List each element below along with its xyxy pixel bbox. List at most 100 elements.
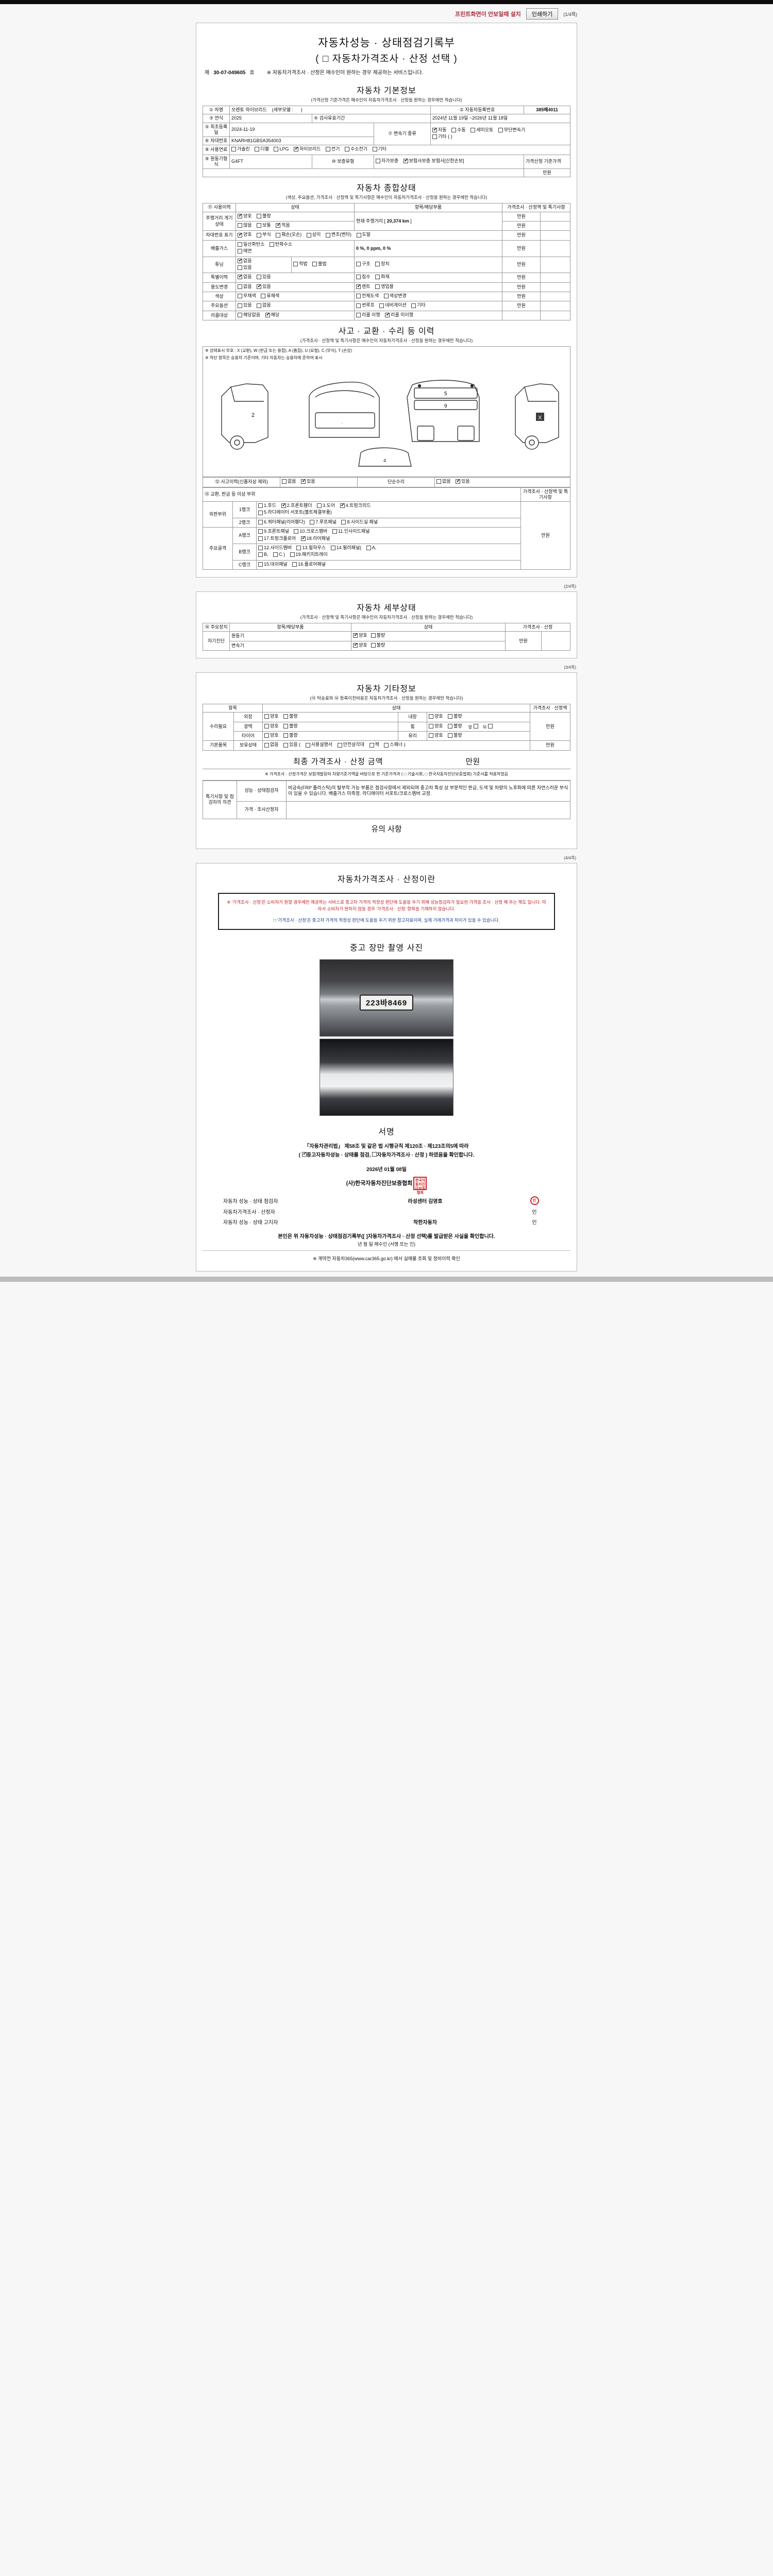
checkbox-option[interactable]: 있음 [257, 283, 271, 290]
checkbox-icon[interactable] [384, 742, 389, 748]
checkbox-icon[interactable] [269, 242, 274, 247]
checkbox-option[interactable]: 렌트 [356, 283, 371, 290]
checkbox-option[interactable]: 안전삼각대 [337, 742, 364, 748]
checkbox-icon[interactable] [356, 312, 361, 317]
checkbox-option[interactable]: 없음 [264, 742, 279, 748]
checkbox-option[interactable]: 있음 [301, 478, 315, 484]
checkbox-option[interactable]: 도말 [356, 232, 371, 238]
checkbox-option[interactable]: 10.크로스멤버 [294, 529, 327, 534]
checkbox-icon[interactable] [296, 546, 301, 550]
checkbox-option[interactable]: 유채색 [261, 293, 279, 299]
checkbox-icon[interactable] [428, 714, 433, 719]
checkbox-icon[interactable] [258, 546, 263, 550]
checkbox-icon[interactable] [264, 733, 269, 738]
checkbox-option[interactable]: 있음 ( [283, 742, 300, 748]
checkbox-icon[interactable] [294, 529, 299, 534]
checkbox-option[interactable]: 스패너 ) [384, 742, 406, 748]
checkbox-icon[interactable] [344, 147, 349, 152]
checkbox-icon[interactable] [436, 479, 441, 484]
checkbox-option[interactable]: 2.프론트휀더 [281, 502, 312, 509]
checkbox-icon[interactable] [375, 262, 380, 267]
checkbox-option[interactable]: 침수 [356, 274, 371, 280]
checkbox-icon[interactable] [290, 552, 295, 557]
checkbox-icon[interactable] [428, 733, 433, 738]
checkbox-option[interactable]: 색상변경 [383, 293, 407, 299]
checkbox-option[interactable]: 8.사이드실 패널 [341, 519, 378, 525]
checkbox-icon[interactable] [428, 723, 433, 728]
car365-footer-link[interactable]: ※ 계약전 자동차365(www.car365.go.kr) 에서 실매물 조회… [203, 1250, 570, 1264]
checkbox-icon[interactable] [340, 502, 345, 509]
checkbox-icon[interactable] [356, 275, 361, 280]
checkbox-option[interactable]: 불량 [371, 642, 385, 648]
checkbox-option[interactable]: 수동 [451, 127, 466, 133]
print-button[interactable]: 인쇄하기 [526, 8, 559, 20]
checkbox-option[interactable]: 탄화수소 [269, 242, 292, 247]
checkbox-option[interactable]: 불량 [283, 723, 298, 729]
checkbox-icon[interactable] [366, 546, 371, 550]
checkbox-option[interactable]: 5.라디에이터 서포트(볼트체결부품) [258, 510, 332, 515]
checkbox-icon[interactable] [375, 275, 380, 280]
checkbox-icon[interactable] [325, 147, 330, 152]
checkbox-icon[interactable] [238, 213, 243, 218]
checkbox-option[interactable]: 없음 [238, 258, 252, 264]
checkbox-icon[interactable] [264, 723, 269, 728]
checkbox-icon[interactable] [283, 723, 289, 728]
checkbox-option[interactable]: 13.휠하우스 [296, 545, 326, 551]
checkbox-option[interactable]: 양호 [238, 232, 252, 238]
checkbox-icon[interactable] [292, 562, 297, 567]
checkbox-option[interactable]: 14.필러패널( [330, 545, 361, 551]
checkbox-icon[interactable] [356, 294, 361, 299]
checkbox-icon[interactable] [264, 714, 269, 719]
checkbox-option[interactable]: 양호 [264, 714, 279, 719]
checkbox-icon[interactable] [273, 552, 278, 557]
checkbox-icon[interactable] [265, 312, 271, 317]
checkbox-option[interactable]: 불량 [257, 213, 271, 219]
checkbox-option[interactable]: 해당없음 [238, 312, 260, 318]
checkbox-icon[interactable] [283, 733, 289, 738]
checkbox-icon[interactable] [371, 633, 376, 638]
checkbox-option[interactable]: 상이 [306, 232, 321, 238]
checkbox-option[interactable]: 기타 ( ) [432, 134, 452, 140]
checkbox-option[interactable]: 전기 [325, 146, 340, 152]
checkbox-option[interactable]: B, [258, 552, 268, 557]
checkbox-icon[interactable] [257, 223, 262, 228]
checkbox-icon[interactable] [379, 303, 384, 308]
checkbox-option[interactable]: 세미오토 [470, 127, 493, 133]
checkbox-icon[interactable] [470, 127, 476, 132]
checkbox-icon[interactable] [258, 536, 263, 541]
checkbox-option[interactable]: C ) [273, 552, 285, 557]
checkbox-icon[interactable] [238, 274, 243, 280]
checkbox-icon[interactable] [312, 262, 317, 267]
checkbox-icon[interactable] [337, 742, 342, 748]
checkbox-icon[interactable] [498, 127, 503, 132]
checkbox-option[interactable]: 화재 [375, 274, 390, 280]
checkbox-option[interactable]: 수소전기 [344, 146, 367, 152]
checkbox-option[interactable]: 많음 [238, 223, 252, 228]
checkbox-option[interactable]: 18.리어패널 [300, 535, 330, 541]
checkbox-option[interactable]: 해당 [265, 312, 279, 318]
checkbox-option[interactable]: 기타 [372, 146, 386, 152]
checkbox-icon[interactable] [283, 714, 289, 719]
checkbox-icon[interactable] [238, 258, 243, 263]
checkbox-icon[interactable] [356, 303, 361, 308]
checkbox-icon[interactable] [306, 232, 311, 238]
checkbox-icon[interactable] [231, 147, 236, 152]
checkbox-option[interactable]: 무단변속기 [498, 127, 525, 133]
checkbox-option[interactable]: 양호 [353, 632, 367, 638]
checkbox-option[interactable]: 4.트렁크리드 [340, 502, 371, 509]
checkbox-icon[interactable] [451, 127, 457, 132]
checkbox-icon[interactable] [473, 723, 478, 728]
checkbox-icon[interactable] [281, 502, 287, 509]
checkbox-option[interactable]: 전체도색 [356, 293, 379, 299]
checkbox-option[interactable]: 없음 [282, 479, 296, 484]
checkbox-option[interactable]: 16.플로어패널 [292, 562, 326, 567]
checkbox-option[interactable]: 양호 [264, 733, 279, 738]
checkbox-icon[interactable] [383, 294, 389, 299]
checkbox-icon[interactable] [371, 642, 376, 648]
checkbox-icon[interactable] [274, 147, 279, 152]
checkbox-option[interactable]: 리콜 미이행 [385, 312, 413, 318]
checkbox-icon[interactable] [305, 742, 310, 748]
checkbox-icon[interactable] [258, 529, 263, 534]
checkbox-option[interactable]: 양호 [428, 733, 443, 738]
checkbox-option[interactable]: 양호 [264, 723, 279, 729]
